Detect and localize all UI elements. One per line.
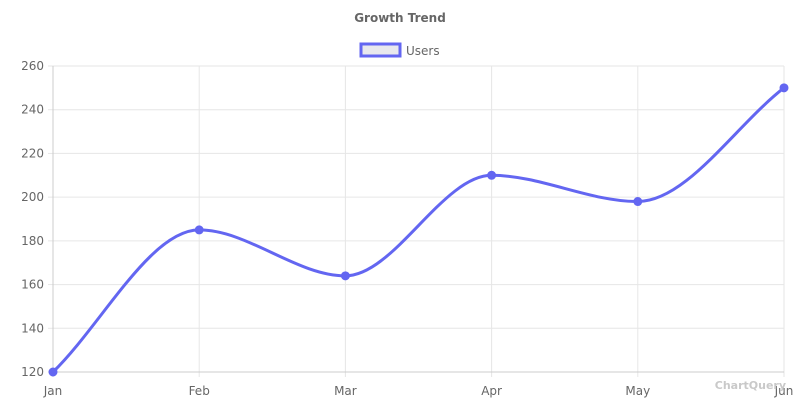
- x-axis-ticks: Jan Feb Mar Apr May Jun: [43, 384, 794, 398]
- axes: [52, 66, 784, 373]
- data-point[interactable]: [779, 83, 789, 93]
- x-tick-label: Jan: [43, 384, 63, 398]
- y-tick-label: 240: [21, 103, 44, 117]
- chart-title: Growth Trend: [354, 11, 446, 25]
- legend-swatch-users: [359, 42, 402, 58]
- y-tick-label: 200: [21, 190, 44, 204]
- x-tick-label: Apr: [481, 384, 502, 398]
- y-tick-label: 140: [21, 321, 44, 335]
- legend[interactable]: Users: [359, 42, 440, 58]
- series-line-users: [51, 86, 786, 374]
- watermark: ChartQuery: [715, 379, 786, 392]
- x-tick-label: Mar: [334, 384, 357, 398]
- x-tick-label: May: [625, 384, 650, 398]
- gridlines: [48, 65, 785, 377]
- data-point[interactable]: [633, 197, 643, 207]
- x-tick-label: Feb: [189, 384, 210, 398]
- y-tick-label: 180: [21, 234, 44, 248]
- data-point[interactable]: [340, 271, 350, 281]
- legend-label-users: Users: [406, 44, 440, 58]
- y-tick-label: 260: [21, 59, 44, 73]
- y-tick-label: 160: [21, 278, 44, 292]
- series-users: [51, 86, 786, 374]
- data-points: [48, 83, 789, 377]
- data-point[interactable]: [48, 367, 58, 377]
- y-tick-label: 220: [21, 146, 44, 160]
- data-point[interactable]: [194, 225, 204, 235]
- y-tick-label: 120: [21, 365, 44, 379]
- x-tick-label: Jun: [774, 384, 794, 398]
- data-point[interactable]: [487, 170, 497, 180]
- y-axis-ticks: 260 240 220 200 180 160 140 120: [21, 59, 44, 379]
